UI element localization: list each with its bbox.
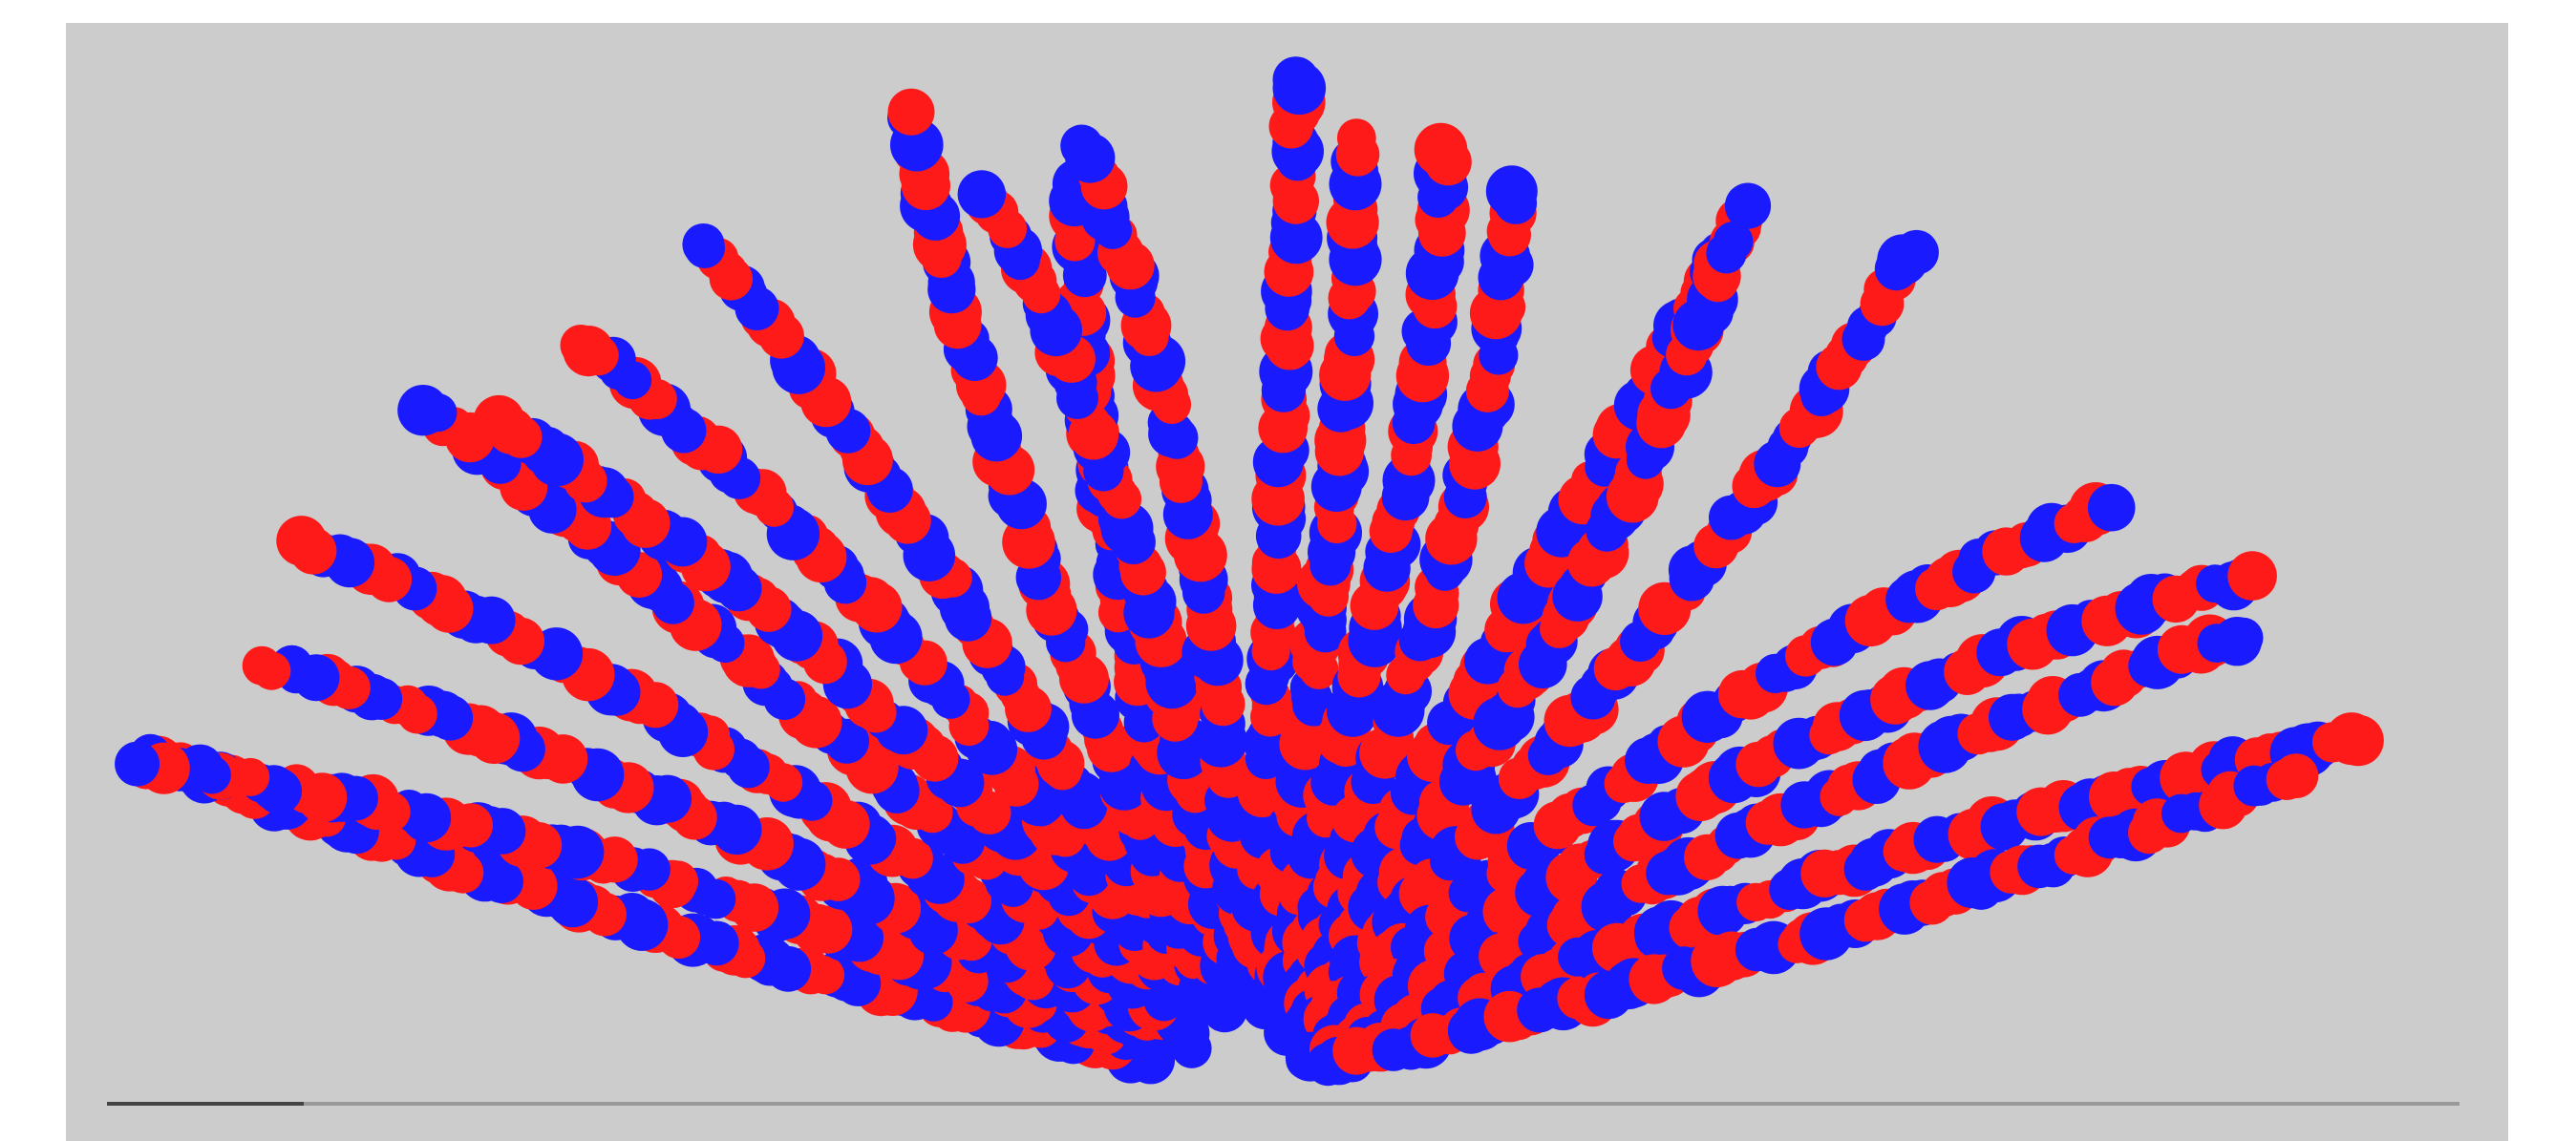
simulation-view <box>0 0 2576 1141</box>
blob <box>1060 125 1103 168</box>
blob <box>1415 123 1468 177</box>
blob <box>958 170 1006 218</box>
blob <box>115 742 160 787</box>
blob <box>2332 715 2384 767</box>
blob <box>682 223 724 265</box>
blob <box>1714 222 1754 262</box>
blob <box>2088 484 2136 532</box>
blob <box>397 385 448 435</box>
blob <box>243 646 282 686</box>
blob <box>561 325 602 366</box>
blob <box>1894 230 1939 275</box>
blob <box>2227 551 2277 601</box>
blob <box>1486 165 1538 217</box>
blob <box>474 395 525 447</box>
blob <box>2274 753 2319 798</box>
blob <box>1273 56 1319 102</box>
blob <box>2224 618 2264 658</box>
blob <box>276 516 327 566</box>
blob <box>888 89 935 136</box>
blob <box>1337 118 1376 158</box>
page: (() => { JSON.parse(document.getElementB… <box>0 0 2576 1141</box>
